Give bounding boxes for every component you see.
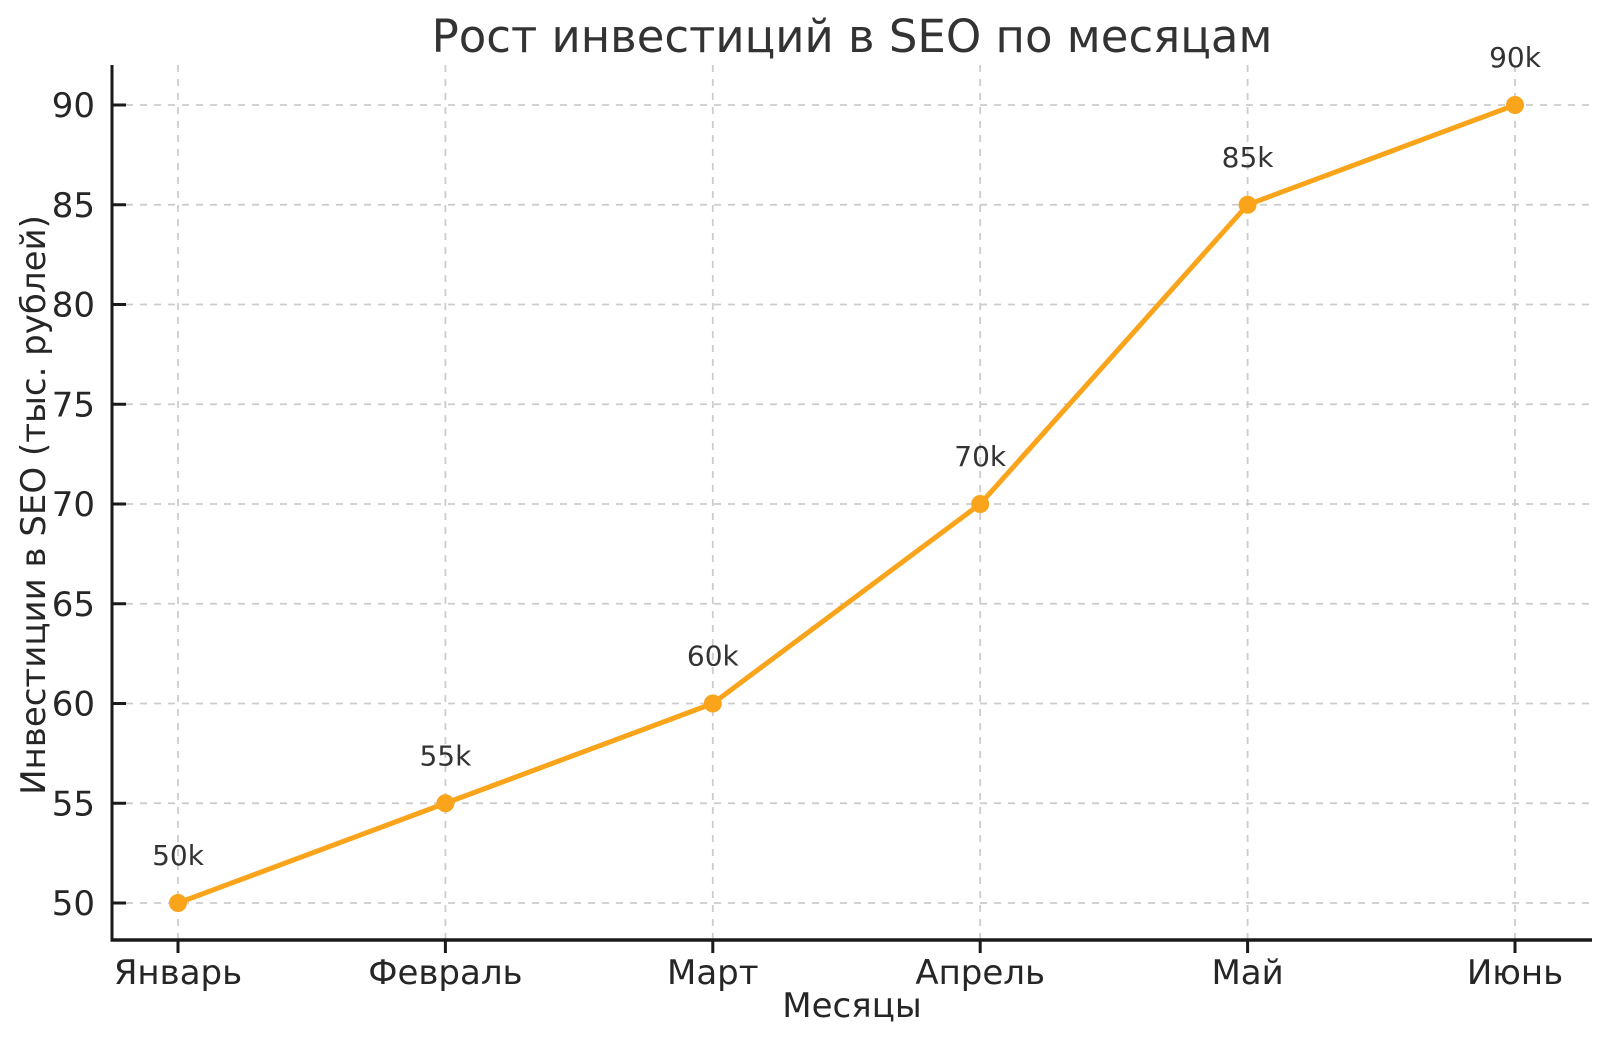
- data-point: [971, 495, 990, 513]
- point-label: 90k: [1489, 41, 1542, 74]
- point-label: 60k: [687, 640, 740, 673]
- y-tick-label: 65: [52, 585, 95, 625]
- data-point: [169, 894, 187, 912]
- x-tick-label: Май: [1211, 953, 1283, 993]
- x-tick-label: Июнь: [1467, 953, 1563, 993]
- y-tick-label: 60: [52, 685, 95, 725]
- y-tick-label: 70: [52, 485, 95, 525]
- point-label: 85k: [1222, 141, 1275, 174]
- data-line: [175, 102, 1518, 906]
- chart-title: Рост инвестиций в SEO по месяцам: [431, 10, 1273, 63]
- data-point: [1238, 195, 1257, 214]
- point-label: 70k: [954, 440, 1007, 473]
- y-tick-label: 85: [52, 186, 95, 226]
- y-tick-label: 80: [52, 286, 95, 326]
- y-tick-label: 75: [52, 385, 95, 425]
- point-label: 50k: [152, 839, 205, 872]
- x-axis-title: Месяцы: [782, 986, 922, 1026]
- y-tick-label: 55: [52, 784, 95, 824]
- y-tick-label: 50: [52, 884, 95, 924]
- x-tick-label: Март: [667, 953, 759, 993]
- data-point: [436, 794, 455, 813]
- x-tick-label: Январь: [114, 953, 242, 993]
- x-tick-label: Апрель: [915, 953, 1045, 993]
- data-point: [1506, 96, 1524, 114]
- data-point: [703, 694, 722, 713]
- y-tick-label: 90: [52, 86, 95, 126]
- point-label: 55k: [419, 739, 472, 772]
- x-tick-label: Февраль: [368, 953, 522, 993]
